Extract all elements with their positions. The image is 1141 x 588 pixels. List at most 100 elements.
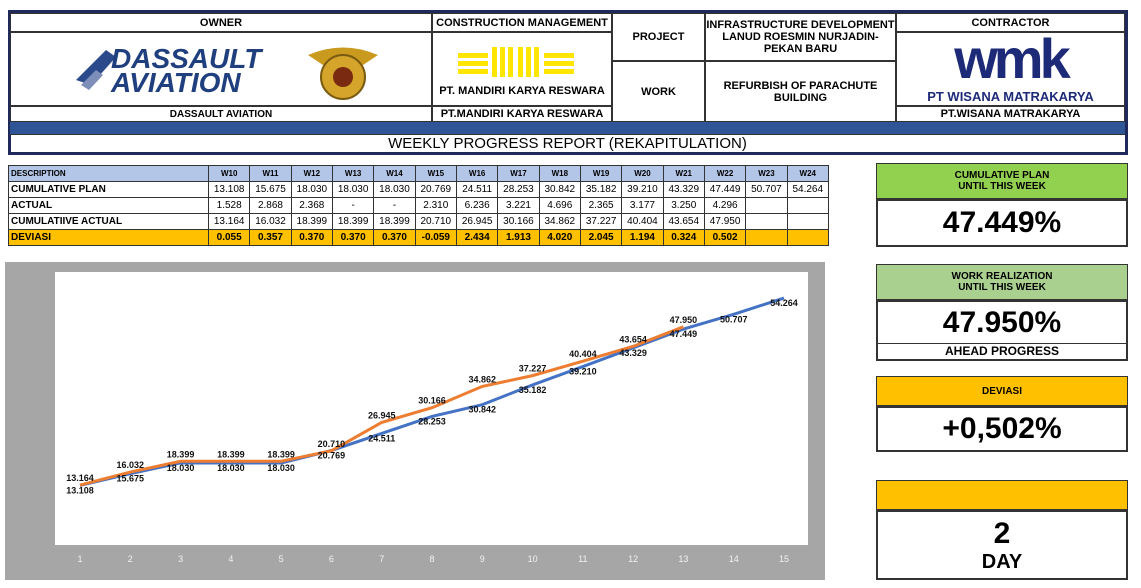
x-tick-label: 14 (729, 554, 739, 564)
table-cell: -0.059 (414, 229, 457, 246)
table-cell: 6.236 (455, 197, 499, 214)
table-cell: 2.365 (579, 197, 623, 214)
table-row: ACTUAL 1.528 2.868 2.368- -2.310 6.236 3.221 4.… (8, 197, 829, 214)
cm-label: CONSTRUCTION MANAGEMENT (432, 13, 612, 32)
table-cell: 39.210 (621, 181, 664, 198)
data-label: 16.032 (117, 460, 145, 470)
data-label: 30.166 (418, 396, 446, 406)
text-line: REFURBISH OF PARACHUTE (723, 79, 878, 92)
contractor-logo-box: wmk PT WISANA MATRAKARYA (896, 31, 1125, 106)
panel-value: 2 DAY (876, 510, 1128, 580)
text-line: UNTIL THIS WEEK (958, 282, 1046, 293)
header-cell: W13 (331, 165, 375, 182)
owner-label: OWNER (10, 13, 432, 32)
table-cell: ACTUAL (8, 197, 209, 214)
x-tick-label: 9 (480, 554, 485, 564)
owner-logo-box: DASSAULT AVIATION (10, 32, 432, 106)
days-unit: DAY (981, 550, 1023, 573)
panel-value: 47.950% (876, 300, 1128, 344)
x-tick-label: 5 (279, 554, 284, 564)
table-cell: 2.310 (414, 197, 457, 214)
table-cell: 0.370 (290, 229, 333, 246)
table-cell (745, 213, 788, 230)
header-cell: W21 (662, 165, 705, 182)
header-cell: W19 (579, 165, 623, 182)
table-cell: 16.032 (249, 213, 292, 230)
table-cell (745, 197, 788, 214)
panel-value: +0,502% (876, 406, 1128, 452)
table-cell: - (331, 197, 375, 214)
header-cell: W23 (745, 165, 788, 182)
table-cell: 26.945 (455, 213, 499, 230)
x-tick-label: 11 (578, 554, 587, 564)
text-line: WORK REALIZATION (951, 271, 1053, 282)
data-label: 24.511 (368, 433, 395, 443)
report-title: WEEKLY PROGRESS REPORT (REKAPITULATION) (10, 134, 1125, 152)
table-cell: DEVIASI (8, 229, 209, 246)
header-cell: W15 (414, 165, 457, 182)
blue-bar (10, 122, 1125, 134)
panel-header: DEVIASI (876, 376, 1128, 406)
text-line: PEKAN BARU (763, 43, 838, 55)
header-cell: W11 (249, 165, 292, 182)
table-cell: 50.707 (745, 181, 788, 198)
x-tick-label: 15 (779, 554, 789, 564)
data-label: 47.449 (670, 329, 698, 339)
data-label: 30.842 (469, 405, 497, 415)
header (8, 10, 1128, 155)
data-label: 18.399 (267, 449, 295, 459)
table-cell: 13.108 (207, 181, 251, 198)
data-label: 15.675 (117, 474, 145, 484)
cm-logo-box: PT. MANDIRI KARYA RESWARA (432, 32, 612, 106)
data-label: 40.404 (569, 349, 597, 359)
header-cell: DESCRIPTION (8, 165, 209, 182)
data-label: 18.030 (217, 463, 245, 473)
table-cell: 4.696 (538, 197, 581, 214)
series-line (79, 296, 785, 487)
table-cell: 18.030 (373, 181, 416, 198)
data-label: 18.399 (167, 449, 195, 459)
table-cell: 3.221 (497, 197, 540, 214)
panel-header: WORK REALIZATION UNTIL THIS WEEK (876, 264, 1128, 300)
header-cell: W16 (455, 165, 499, 182)
table-cell: 54.264 (786, 181, 829, 198)
logo-line: DASSAULT (111, 43, 262, 74)
data-label: 28.253 (418, 416, 446, 426)
table-cell: 2.045 (579, 229, 623, 246)
text-line: LANUD ROESMIN NURJADIN- (722, 31, 879, 43)
dassault-emblem (76, 50, 116, 90)
days-value: 2 (993, 516, 1011, 550)
table-cell: 18.030 (290, 181, 333, 198)
table-cell: CUMULATIIVE ACTUAL (8, 213, 209, 230)
table-cell: 28.253 (497, 181, 540, 198)
project-value: INFRASTRUCTURE DEVELOPMENT LANUD ROESMIN … (705, 13, 896, 61)
project-label: PROJECT (612, 13, 705, 61)
data-label: 18.399 (217, 449, 245, 459)
header-cell: W24 (786, 165, 829, 182)
text-line: DEVIASI (981, 385, 1022, 397)
table-cell: 2.368 (290, 197, 333, 214)
table-cell: CUMULATIVE PLAN (8, 181, 209, 198)
table-cell: 34.862 (538, 213, 581, 230)
cm-name: PT.MANDIRI KARYA RESWARA (432, 106, 612, 122)
series-line (79, 325, 684, 487)
data-label: 13.164 (66, 473, 94, 483)
table-row: CUMULATIVE PLAN 13.108 15.675 18.030 18.030 1… (8, 181, 829, 198)
table-row: DEVIASI 0.055 0.357 0.370 0.370 0.370 -0.059 2.… (8, 229, 829, 246)
table-cell: 18.030 (331, 181, 375, 198)
table-cell: 47.449 (703, 181, 747, 198)
table-cell: 30.842 (538, 181, 581, 198)
data-label: 35.182 (519, 385, 547, 395)
table-cell: 4.296 (703, 197, 747, 214)
contractor-name: PT.WISANA MATRAKARYA (896, 106, 1125, 122)
table-cell: 20.769 (414, 181, 457, 198)
header-cell: W17 (497, 165, 540, 182)
table-cell: 0.370 (331, 229, 375, 246)
table-cell: 3.177 (621, 197, 664, 214)
owner-name: DASSAULT AVIATION (10, 106, 432, 122)
data-label: 26.945 (368, 410, 396, 420)
table-cell: 15.675 (249, 181, 292, 198)
table-cell (786, 197, 829, 214)
